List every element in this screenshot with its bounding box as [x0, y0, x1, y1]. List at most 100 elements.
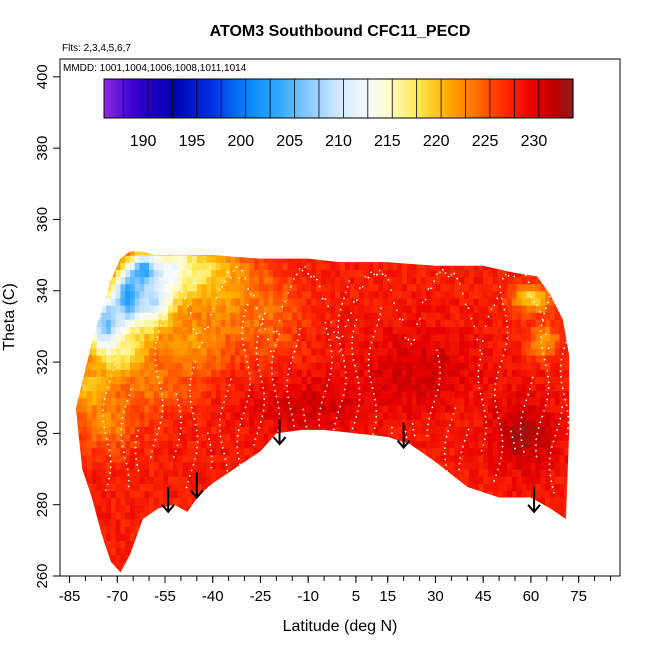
heatmap-cell	[411, 390, 417, 399]
heatmap-cell	[110, 340, 117, 349]
heatmap-cell	[273, 383, 279, 392]
heatmap-cell	[144, 297, 150, 306]
heatmap-cell	[468, 383, 475, 392]
heatmap-cell	[182, 554, 188, 563]
heatmap-cell	[435, 276, 441, 285]
heatmap-cell	[554, 255, 561, 263]
heatmap-cell	[177, 319, 184, 328]
heatmap-cell	[511, 511, 518, 520]
heatmap-cell	[464, 290, 470, 299]
heatmap-cell	[287, 511, 293, 520]
heatmap-cell	[153, 333, 160, 342]
heatmap-cell	[87, 554, 93, 563]
heatmap-cell	[349, 251, 355, 256]
heatmap-cell	[87, 576, 92, 584]
heatmap-cell	[392, 461, 398, 470]
heatmap-cell	[478, 454, 484, 463]
heatmap-cell	[268, 369, 274, 377]
heatmap-cell	[163, 397, 169, 406]
heatmap-cell	[220, 526, 227, 534]
heatmap-cell	[435, 312, 441, 320]
heatmap-cell	[521, 362, 527, 370]
heatmap-cell	[497, 276, 503, 285]
heatmap-cell	[144, 269, 150, 278]
heatmap-cell	[487, 540, 494, 549]
heatmap-cell	[535, 262, 542, 270]
heatmap-cell	[387, 540, 394, 549]
heatmap-cell	[106, 376, 112, 385]
heatmap-cell	[392, 369, 398, 377]
heatmap-cell	[487, 251, 494, 256]
heatmap-cell	[497, 383, 503, 392]
heatmap-cell	[125, 483, 131, 492]
heatmap-cell	[421, 483, 427, 492]
heatmap-cell	[82, 354, 88, 363]
heatmap-cell	[244, 255, 250, 263]
heatmap-cell	[87, 433, 93, 442]
heatmap-cell	[172, 568, 179, 573]
heatmap-cell	[435, 340, 441, 349]
heatmap-cell	[359, 576, 364, 584]
heatmap-cell	[110, 390, 117, 399]
heatmap-cell	[478, 540, 484, 549]
heatmap-cell	[550, 518, 556, 527]
heatmap-cell	[96, 251, 102, 256]
heatmap-cell	[340, 362, 346, 370]
heatmap-cell	[139, 526, 145, 534]
heatmap-cell	[201, 305, 207, 313]
heatmap-cell	[75, 433, 79, 442]
heatmap-cell	[426, 241, 431, 249]
heatmap-cell	[487, 326, 494, 335]
heatmap-cell	[454, 426, 460, 434]
heatmap-cell	[153, 326, 160, 335]
heatmap-cell	[316, 305, 322, 313]
heatmap-cell	[254, 262, 260, 270]
heatmap-cell	[215, 340, 222, 349]
heatmap-cell	[468, 433, 475, 442]
heatmap-cell	[431, 241, 436, 249]
heatmap-cell	[554, 526, 561, 534]
heatmap-cell	[130, 383, 136, 392]
heatmap-cell	[125, 540, 131, 549]
heatmap-cell	[564, 305, 570, 313]
heatmap-cell	[211, 340, 217, 349]
heatmap-cell	[373, 305, 379, 313]
heatmap-cell	[330, 333, 336, 342]
heatmap-cell	[468, 419, 475, 427]
heatmap-cell	[235, 469, 241, 477]
heatmap-cell	[149, 461, 155, 470]
heatmap-cell	[125, 533, 131, 541]
heatmap-cell	[335, 419, 341, 427]
heatmap-cell	[277, 312, 284, 320]
heatmap-cell	[406, 426, 413, 434]
heatmap-cell	[483, 347, 489, 356]
heatmap-cell	[368, 511, 375, 520]
heatmap-cell	[550, 241, 555, 249]
heatmap-cell	[168, 305, 174, 313]
heatmap-cell	[354, 547, 360, 556]
heatmap-cell	[478, 376, 484, 385]
heatmap-cell	[215, 312, 222, 320]
heatmap-cell	[258, 354, 265, 363]
heatmap-cell	[416, 255, 422, 263]
heatmap-cell	[130, 568, 136, 573]
heatmap-cell	[392, 404, 398, 413]
heatmap-cell	[449, 533, 456, 541]
heatmap-cell	[445, 483, 451, 492]
heatmap-cell	[87, 454, 93, 463]
heatmap-cell	[168, 426, 174, 434]
heatmap-cell	[378, 540, 384, 549]
heatmap-cell	[249, 383, 255, 392]
heatmap-cell	[368, 526, 375, 534]
heatmap-cell	[87, 447, 93, 456]
heatmap-cell	[440, 369, 446, 377]
heatmap-cell	[235, 447, 241, 456]
heatmap-cell	[507, 312, 513, 320]
heatmap-cell	[435, 262, 441, 270]
heatmap-cell	[325, 276, 332, 285]
heatmap-cell	[163, 526, 169, 534]
heatmap-cell	[91, 504, 98, 513]
heatmap-cell	[202, 576, 207, 584]
heatmap-cell	[220, 354, 227, 363]
heatmap-cell	[378, 369, 384, 377]
